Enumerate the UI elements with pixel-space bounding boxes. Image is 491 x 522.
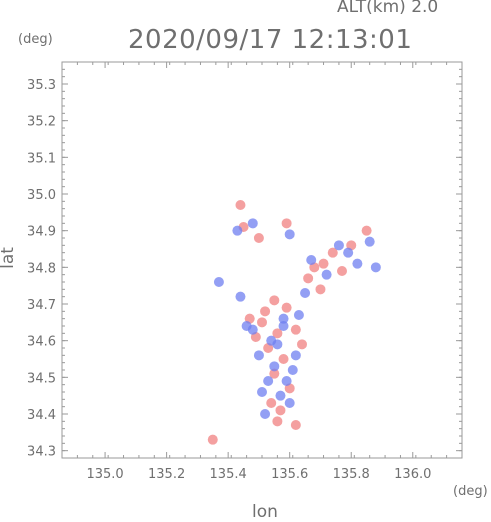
x-tick-label: 135.0 xyxy=(86,467,123,482)
y-tick-label: 34.3 xyxy=(27,445,56,460)
x-tick-label: 135.6 xyxy=(271,467,308,482)
data-point xyxy=(281,218,292,229)
y-tick-label: 35.3 xyxy=(27,78,56,93)
data-point xyxy=(263,376,274,386)
data-point xyxy=(247,218,258,229)
x-unit-label: (deg) xyxy=(453,484,488,499)
y-unit-label: (deg) xyxy=(18,32,53,47)
data-point xyxy=(269,361,280,372)
data-point xyxy=(315,284,326,295)
y-tick-label: 35.2 xyxy=(27,115,56,130)
data-point xyxy=(352,258,363,269)
y-tick-label: 34.4 xyxy=(27,408,56,423)
data-point xyxy=(278,313,289,324)
x-tick-label: 135.4 xyxy=(210,467,247,482)
data-point xyxy=(300,288,311,298)
data-point xyxy=(343,247,354,258)
data-point xyxy=(306,255,317,265)
y-tick-label: 34.6 xyxy=(27,335,56,350)
data-point xyxy=(235,200,246,210)
data-point xyxy=(303,273,314,284)
data-point xyxy=(364,236,375,247)
data-point xyxy=(269,368,280,379)
y-tick-label: 34.7 xyxy=(27,298,56,313)
data-point xyxy=(327,247,338,258)
data-point xyxy=(241,321,252,331)
data-point xyxy=(213,277,224,287)
y-tick-label: 35.0 xyxy=(27,188,56,203)
data-point xyxy=(257,387,267,397)
data-point xyxy=(232,225,243,236)
y-tick-label: 34.8 xyxy=(27,261,56,276)
data-point xyxy=(284,229,295,240)
data-point xyxy=(272,339,283,350)
data-point xyxy=(272,416,283,427)
data-point xyxy=(297,339,307,350)
data-point xyxy=(370,262,381,273)
data-point xyxy=(275,405,286,416)
data-point xyxy=(260,409,271,419)
data-point xyxy=(337,266,347,276)
x-axis-label: lon xyxy=(252,502,278,522)
data-point xyxy=(253,233,264,243)
page-title: 2020/09/17 12:13:01 xyxy=(128,25,413,55)
data-point xyxy=(281,302,292,313)
y-tick-label: 35.1 xyxy=(27,151,56,166)
data-point xyxy=(284,398,295,408)
data-point xyxy=(290,420,301,430)
plot-frame xyxy=(61,61,463,459)
x-tick-label: 136.0 xyxy=(394,467,431,482)
data-point xyxy=(269,295,280,306)
x-tick-label: 135.8 xyxy=(333,467,370,482)
data-point xyxy=(278,321,289,331)
data-point xyxy=(321,269,332,280)
data-point xyxy=(257,317,267,328)
data-point xyxy=(272,328,283,339)
data-point xyxy=(287,365,298,375)
data-point xyxy=(318,258,329,269)
y-tick-label: 34.5 xyxy=(27,371,56,386)
data-point xyxy=(253,350,264,361)
data-point xyxy=(361,225,372,236)
x-tick-label: 135.2 xyxy=(148,467,185,482)
data-point xyxy=(293,310,304,320)
data-point xyxy=(278,354,289,364)
data-point xyxy=(235,291,246,302)
data-point xyxy=(266,398,277,408)
y-tick-label: 34.9 xyxy=(27,225,56,240)
data-point xyxy=(333,240,344,251)
data-point xyxy=(207,434,218,445)
data-point xyxy=(290,324,301,335)
data-point xyxy=(290,350,301,361)
data-point xyxy=(260,306,271,317)
data-point xyxy=(281,376,292,386)
altitude-label: ALT(km) 2.0 xyxy=(337,0,439,17)
data-point xyxy=(275,390,286,401)
